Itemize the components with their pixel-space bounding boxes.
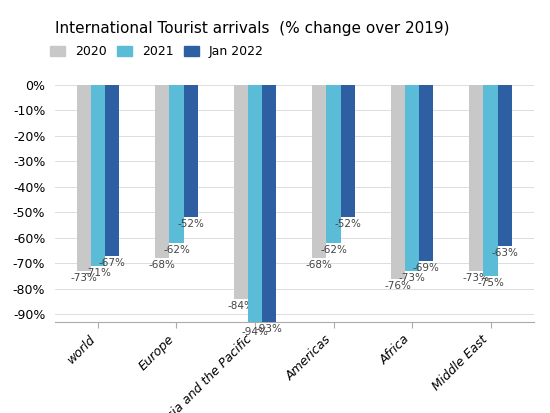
Bar bbox=[327, 85, 340, 243]
Text: -63%: -63% bbox=[491, 247, 518, 258]
Bar bbox=[469, 85, 483, 271]
Bar bbox=[91, 85, 105, 266]
Bar bbox=[312, 85, 327, 258]
Text: -84%: -84% bbox=[227, 301, 254, 311]
Text: -67%: -67% bbox=[98, 258, 125, 268]
Legend: 2020, 2021, Jan 2022: 2020, 2021, Jan 2022 bbox=[50, 45, 263, 59]
Bar bbox=[405, 85, 419, 271]
Text: -73%: -73% bbox=[463, 273, 490, 283]
Bar bbox=[262, 85, 276, 322]
Bar bbox=[169, 85, 184, 243]
Bar bbox=[105, 85, 119, 256]
Text: -93%: -93% bbox=[256, 324, 283, 334]
Text: -68%: -68% bbox=[149, 260, 176, 271]
Bar bbox=[419, 85, 433, 261]
Text: -52%: -52% bbox=[177, 219, 204, 230]
Text: -69%: -69% bbox=[412, 263, 439, 273]
Text: International Tourist arrivals  (% change over 2019): International Tourist arrivals (% change… bbox=[55, 21, 449, 36]
Bar bbox=[248, 85, 262, 325]
Text: -71%: -71% bbox=[85, 268, 112, 278]
Bar bbox=[483, 85, 498, 276]
Bar bbox=[340, 85, 355, 217]
Bar bbox=[155, 85, 169, 258]
Bar bbox=[391, 85, 405, 279]
Text: -62%: -62% bbox=[320, 245, 347, 255]
Text: -94%: -94% bbox=[241, 327, 268, 337]
Text: -73%: -73% bbox=[399, 273, 426, 283]
Text: -76%: -76% bbox=[384, 281, 411, 291]
Bar bbox=[184, 85, 197, 217]
Bar bbox=[77, 85, 91, 271]
Text: -68%: -68% bbox=[306, 260, 333, 271]
Text: -73%: -73% bbox=[70, 273, 97, 283]
Text: -62%: -62% bbox=[163, 245, 190, 255]
Text: -52%: -52% bbox=[334, 219, 361, 230]
Bar bbox=[234, 85, 248, 299]
Bar bbox=[498, 85, 512, 245]
Text: -75%: -75% bbox=[477, 278, 504, 288]
